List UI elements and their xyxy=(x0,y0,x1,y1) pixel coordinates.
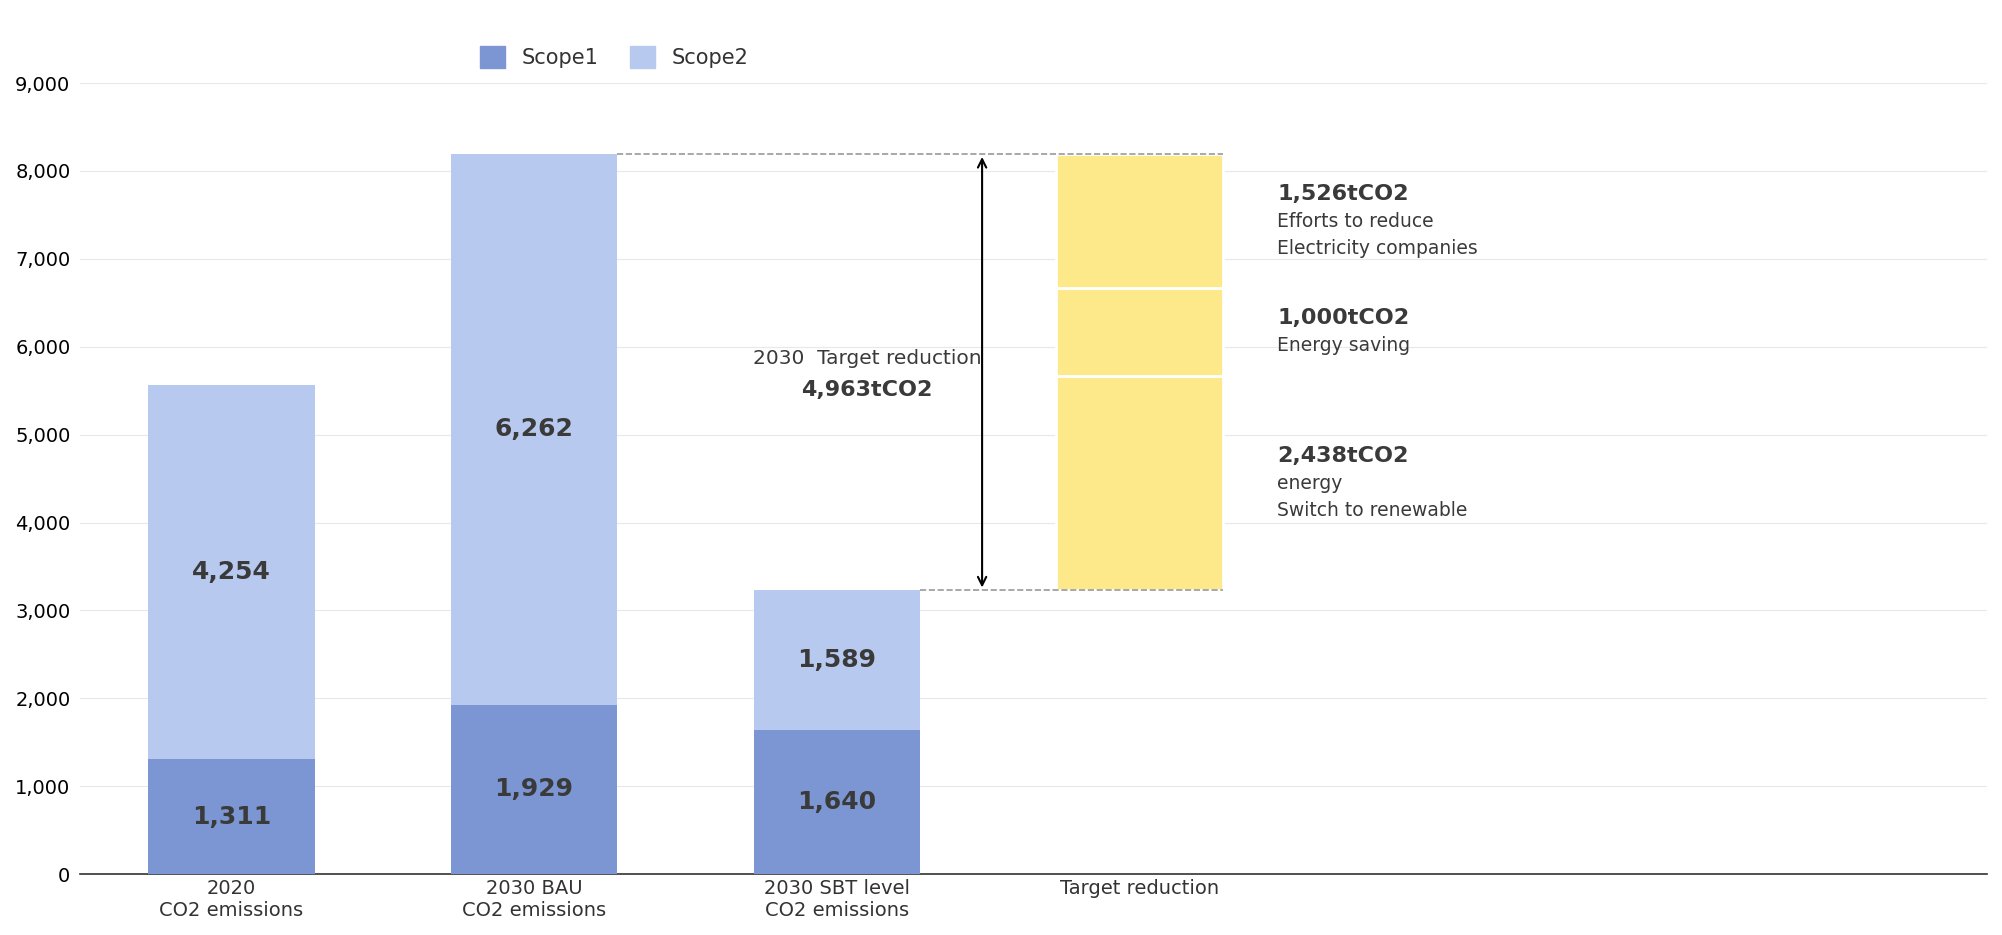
Text: 4,254: 4,254 xyxy=(192,560,270,584)
Bar xyxy=(1057,288,1223,376)
Bar xyxy=(1057,154,1223,288)
Text: Energy saving: Energy saving xyxy=(1277,337,1409,355)
Text: 2,438tCO2: 2,438tCO2 xyxy=(1277,446,1409,466)
Text: 2030  Target reduction: 2030 Target reduction xyxy=(753,349,981,367)
Text: 1,311: 1,311 xyxy=(192,804,270,828)
Text: Efforts to reduce: Efforts to reduce xyxy=(1277,211,1433,231)
Text: 6,262: 6,262 xyxy=(494,417,573,441)
Bar xyxy=(148,759,314,874)
Bar xyxy=(450,154,617,705)
Bar xyxy=(753,590,921,730)
Text: energy: energy xyxy=(1277,474,1343,493)
Text: 1,589: 1,589 xyxy=(797,648,877,672)
Bar xyxy=(753,730,921,874)
Text: Electricity companies: Electricity companies xyxy=(1277,238,1477,258)
Bar xyxy=(450,705,617,874)
Text: 1,640: 1,640 xyxy=(797,790,877,814)
Text: 1,000tCO2: 1,000tCO2 xyxy=(1277,309,1409,328)
Text: Switch to renewable: Switch to renewable xyxy=(1277,501,1467,520)
Text: 4,963tCO2: 4,963tCO2 xyxy=(801,380,933,400)
Bar xyxy=(148,385,314,759)
Text: 1,929: 1,929 xyxy=(494,777,575,801)
Bar xyxy=(1057,376,1223,590)
Legend: Scope1, Scope2: Scope1, Scope2 xyxy=(472,38,757,77)
Text: 1,526tCO2: 1,526tCO2 xyxy=(1277,184,1409,204)
